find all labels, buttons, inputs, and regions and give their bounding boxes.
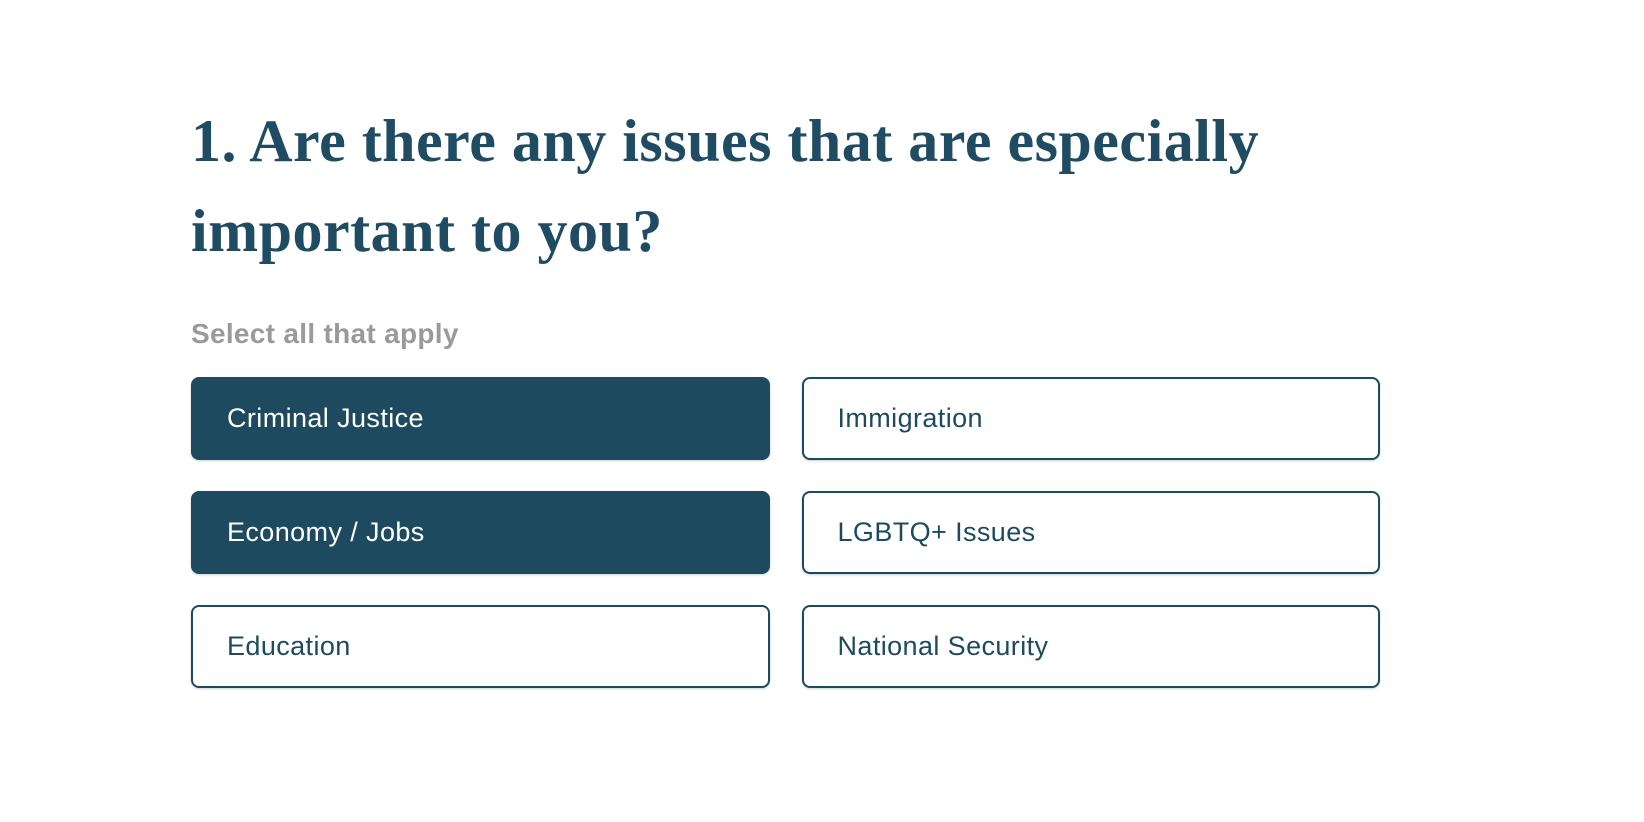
option-label: Education: [227, 631, 351, 661]
option-button-lgbtq-issues[interactable]: LGBTQ+ Issues: [801, 491, 1380, 574]
option-button-immigration[interactable]: Immigration: [801, 377, 1380, 460]
option-label: Economy / Jobs: [227, 517, 425, 547]
option-button-economy-jobs[interactable]: Economy / Jobs: [191, 491, 770, 574]
question-title: 1. Are there any issues that are especia…: [191, 108, 1260, 264]
option-button-national-security[interactable]: National Security: [801, 605, 1380, 688]
select-all-instruction: Select all that apply: [191, 318, 459, 349]
options-grid: Criminal Justice Immigration Economy / J…: [191, 377, 1380, 688]
question-content: 1. Are there any issues that are especia…: [191, 0, 1381, 688]
option-label: National Security: [837, 631, 1049, 661]
option-label: Criminal Justice: [227, 403, 424, 433]
option-button-education[interactable]: Education: [191, 605, 770, 688]
option-label: LGBTQ+ Issues: [837, 517, 1036, 547]
option-label: Immigration: [837, 403, 983, 433]
option-button-criminal-justice[interactable]: Criminal Justice: [191, 377, 770, 460]
